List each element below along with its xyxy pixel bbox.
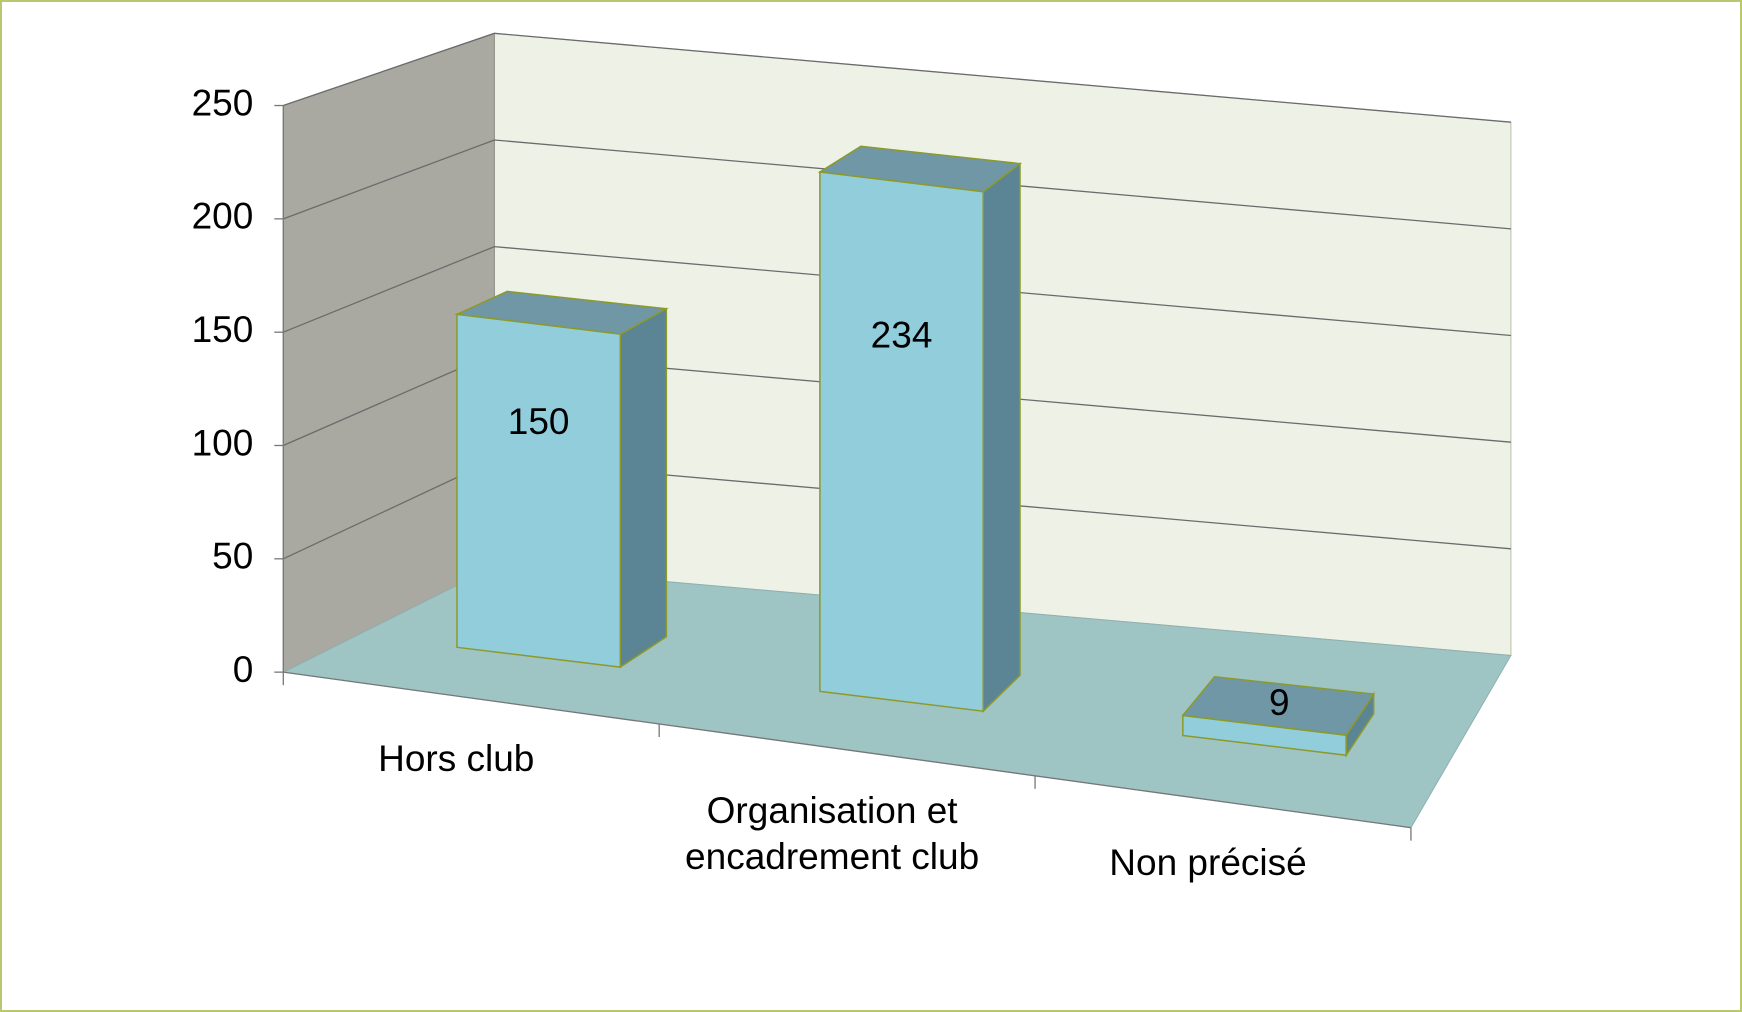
x-tick-label: Hors club xyxy=(378,738,535,780)
y-tick-label: 250 xyxy=(192,82,254,123)
y-tick-label: 0 xyxy=(233,649,254,690)
bar-side xyxy=(982,162,1021,713)
x-axis xyxy=(283,671,1412,829)
bar xyxy=(456,313,622,668)
data-label: 150 xyxy=(508,401,570,442)
grid-line xyxy=(283,32,1511,123)
y-tick-label: 150 xyxy=(192,309,254,350)
y-tick-label: 50 xyxy=(212,536,253,577)
bar xyxy=(1182,714,1347,757)
data-label: 234 xyxy=(871,314,933,355)
grid-line xyxy=(283,245,1511,337)
y-tick-label: 200 xyxy=(192,196,254,237)
x-tick-label: Non précisé xyxy=(1109,841,1307,883)
bar xyxy=(819,171,984,713)
grid-line xyxy=(283,139,1511,230)
data-label: 9 xyxy=(1269,682,1290,723)
y-tick-label: 100 xyxy=(192,422,254,463)
bar-side xyxy=(619,307,668,669)
x-tick-label: Organisation et encadrement club xyxy=(685,789,980,877)
